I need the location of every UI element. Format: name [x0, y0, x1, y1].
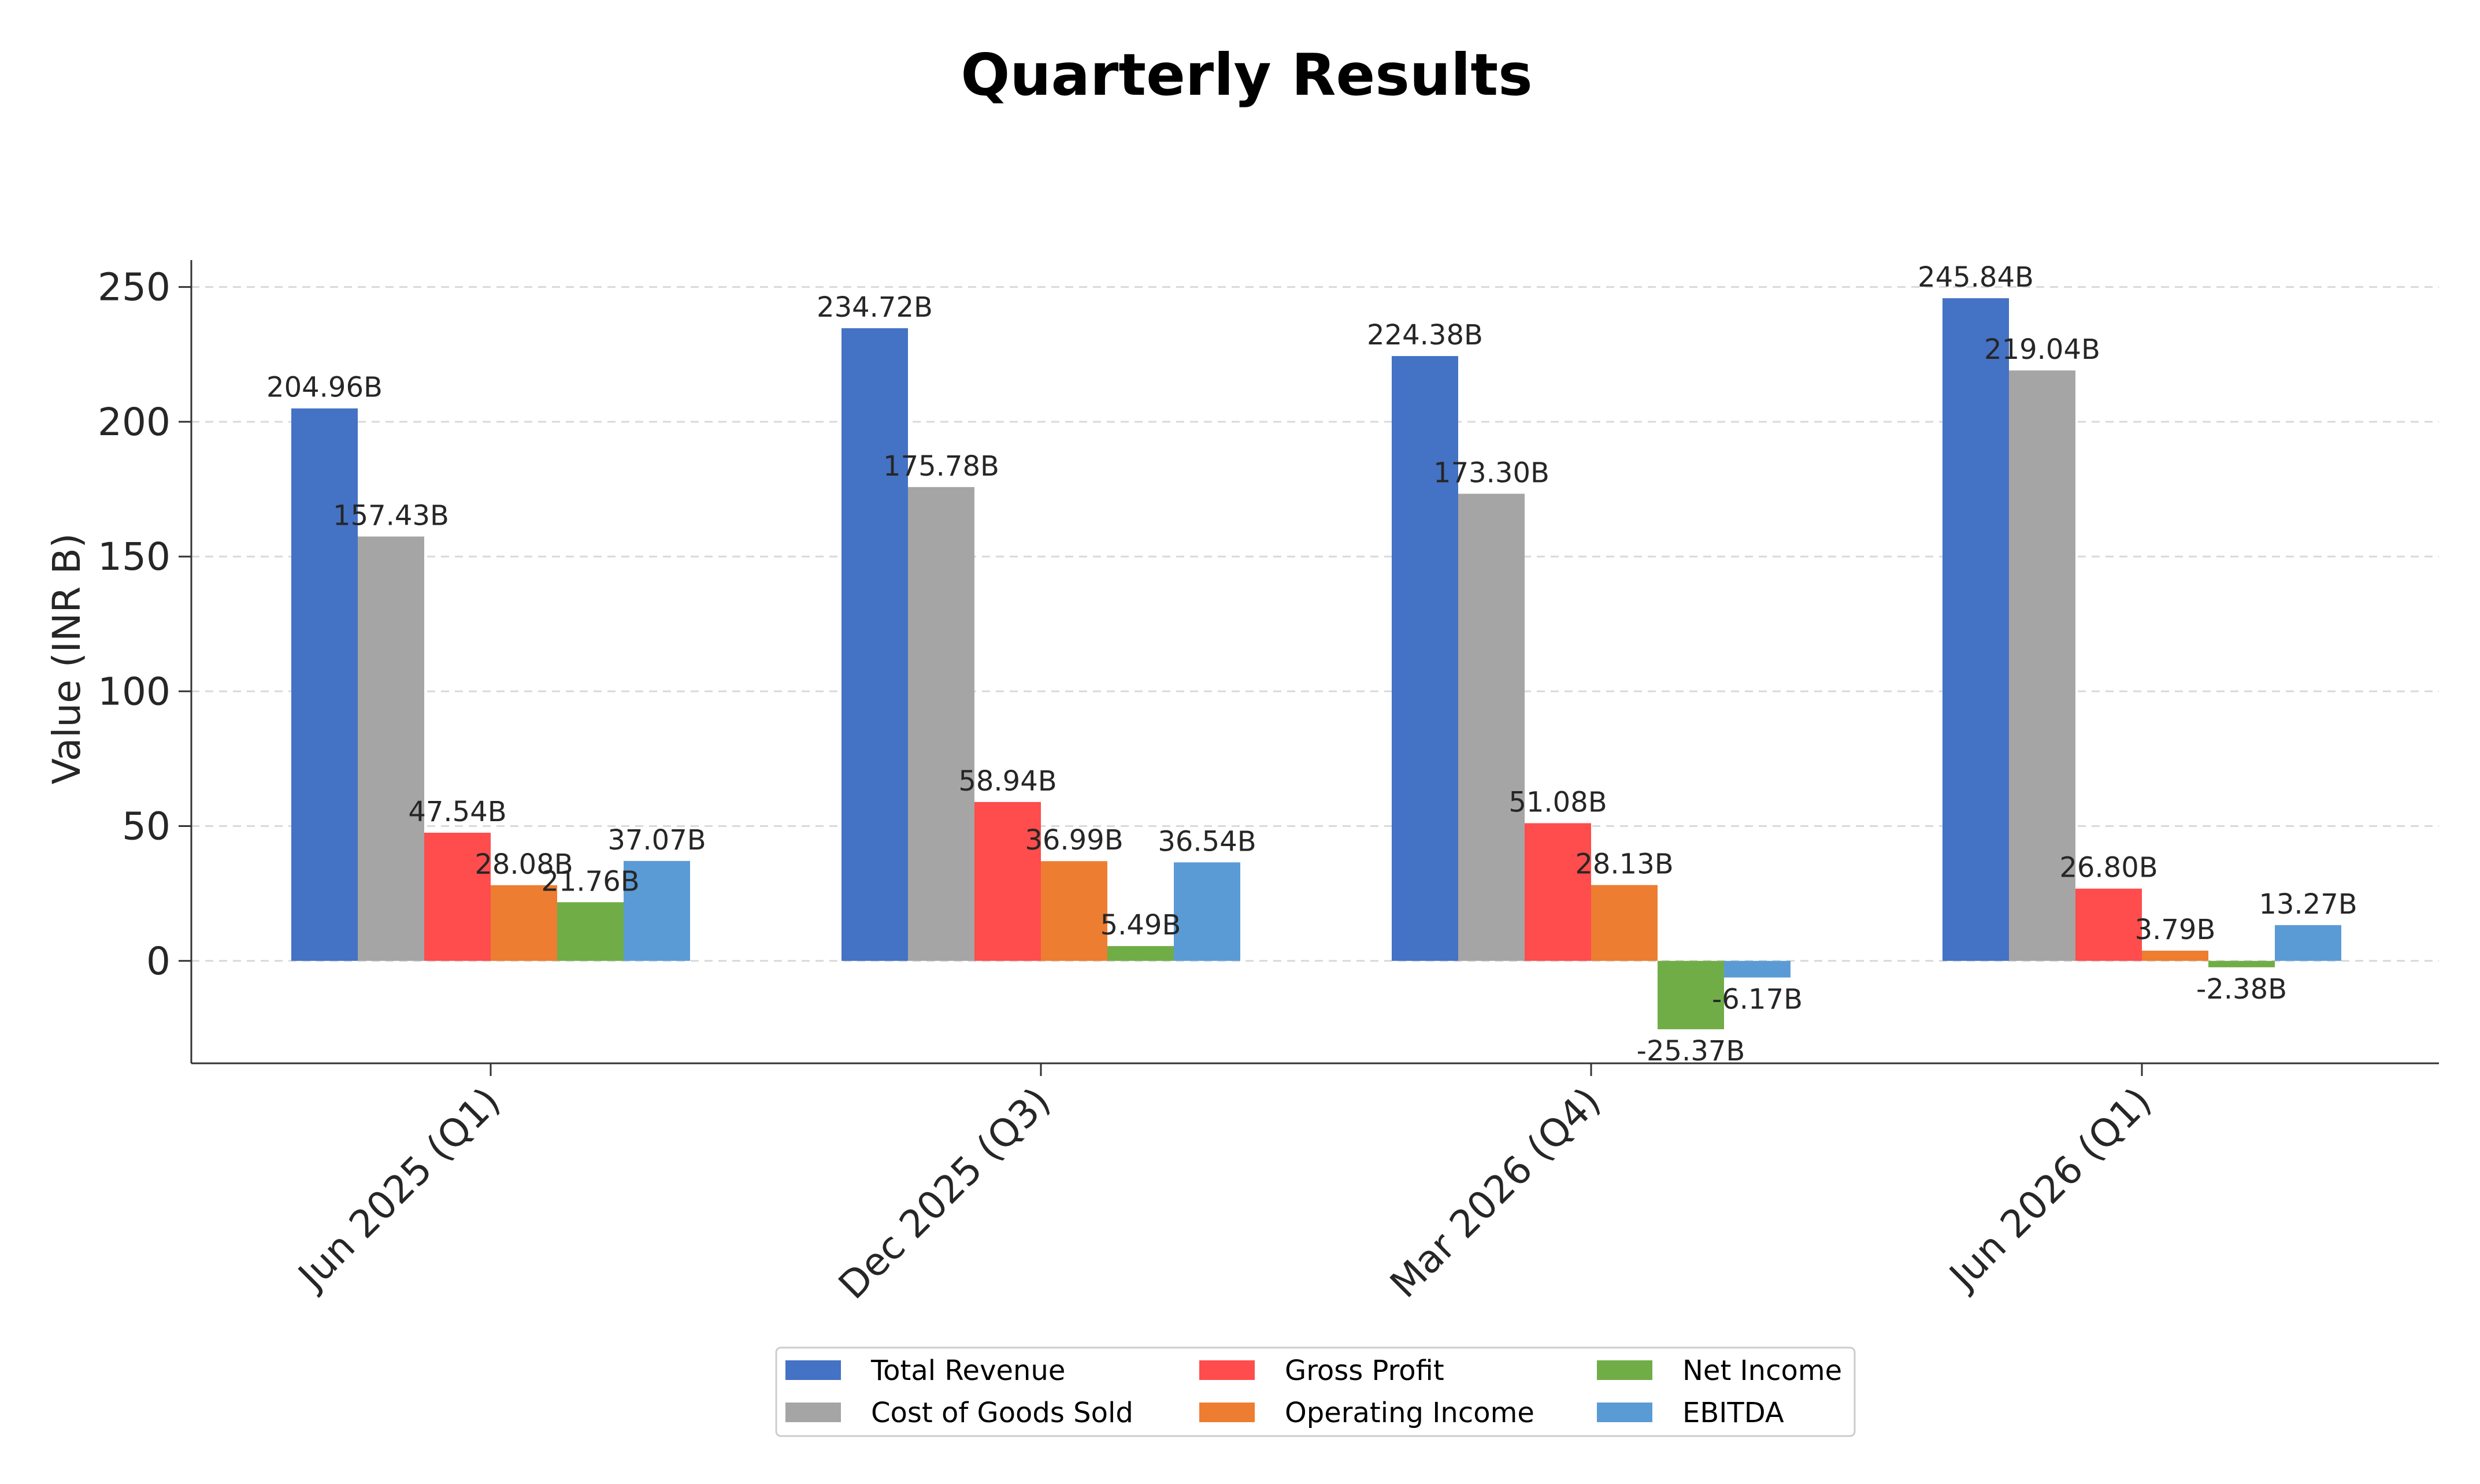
- data-label: 204.96B: [266, 372, 383, 404]
- x-tick-label: Mar 2026 (Q4): [1382, 1079, 1610, 1307]
- data-label: 173.30B: [1433, 457, 1549, 489]
- data-label: 5.49B: [1100, 909, 1181, 941]
- y-tick-label: 100: [98, 669, 170, 714]
- legend-swatch: [1597, 1403, 1652, 1422]
- data-label: 224.38B: [1367, 319, 1483, 351]
- y-tick-label: 50: [122, 804, 170, 849]
- bar: [1658, 960, 1724, 1030]
- data-label: 13.27B: [2259, 888, 2357, 921]
- chart-title: Quarterly Results: [961, 41, 1532, 109]
- bar: [2075, 888, 2142, 961]
- data-label: 26.80B: [2059, 852, 2158, 884]
- y-tick-label: 250: [98, 265, 170, 310]
- bar: [1591, 885, 1658, 961]
- bar: [491, 885, 557, 961]
- data-label: 51.08B: [1508, 786, 1607, 818]
- data-label: 47.54B: [408, 796, 506, 828]
- bar: [1174, 862, 1240, 961]
- x-axis-ticks: Jun 2025 (Q1) Dec 2025 (Q3) Mar 2026 (Q4) J…: [288, 1063, 2160, 1308]
- bar: [1107, 946, 1174, 961]
- legend-label: Gross Profit: [1285, 1355, 1444, 1387]
- y-axis-ticks: 0 50 100 150 200 250: [98, 265, 191, 984]
- legend-swatch: [1199, 1403, 1255, 1422]
- data-label: 36.54B: [1158, 825, 1256, 858]
- bar: [908, 487, 974, 961]
- bar: [2208, 960, 2275, 967]
- data-label: 21.76B: [541, 865, 639, 897]
- bar: [1458, 494, 1525, 961]
- bar: [1943, 298, 2009, 961]
- data-label: 245.84B: [1918, 261, 2034, 294]
- bar: [2142, 951, 2208, 961]
- legend-label: EBITDA: [1682, 1397, 1784, 1429]
- legend-label: Net Income: [1682, 1355, 1842, 1387]
- data-label: 3.79B: [2135, 914, 2216, 946]
- y-tick-label: 150: [98, 535, 170, 579]
- data-label: 37.07B: [607, 824, 706, 856]
- legend-swatch: [785, 1360, 841, 1380]
- bar: [358, 536, 424, 961]
- y-tick-label: 0: [146, 939, 170, 984]
- bar: [2275, 925, 2341, 961]
- data-label: 36.99B: [1025, 824, 1123, 856]
- bar: [1525, 823, 1591, 961]
- legend-label: Total Revenue: [870, 1355, 1065, 1387]
- data-label: 58.94B: [958, 765, 1056, 797]
- data-label: -2.38B: [2196, 973, 2287, 1006]
- data-label: 234.72B: [817, 291, 933, 324]
- bar: [424, 833, 491, 961]
- legend-swatch: [1597, 1360, 1652, 1380]
- data-label: 175.78B: [883, 450, 999, 483]
- legend: Total Revenue Cost of Goods Sold Gross Pro…: [775, 1346, 1856, 1437]
- data-label: 28.08B: [475, 848, 573, 881]
- x-tick-label: Dec 2025 (Q3): [830, 1079, 1059, 1308]
- x-tick-label: Jun 2025 (Q1): [288, 1079, 509, 1299]
- bar: [2009, 370, 2075, 961]
- bar: [1392, 356, 1458, 961]
- bar: [1041, 861, 1107, 961]
- legend-label: Cost of Goods Sold: [871, 1397, 1133, 1429]
- data-label: 157.43B: [333, 499, 449, 532]
- data-label: -6.17B: [1712, 984, 1803, 1016]
- bar: [1724, 960, 1791, 978]
- bars: [291, 298, 2341, 1030]
- bar: [842, 328, 908, 961]
- legend-swatch: [1199, 1360, 1255, 1380]
- legend-label: Operating Income: [1285, 1397, 1534, 1429]
- bar: [557, 902, 624, 961]
- bar: [624, 860, 690, 961]
- legend-box: [775, 1346, 1856, 1437]
- y-axis-label: Value (INR B): [45, 533, 89, 785]
- legend-swatch: [785, 1403, 841, 1422]
- y-tick-label: 200: [98, 400, 170, 444]
- data-label: 219.04B: [1984, 333, 2100, 366]
- axes: [190, 260, 2439, 1064]
- data-label: 28.13B: [1575, 848, 1673, 881]
- x-tick-label: Jun 2026 (Q1): [1940, 1079, 2160, 1299]
- data-labels: 204.96B 234.72B 224.38B 245.84B 157.43B 175.7…: [266, 261, 2357, 1067]
- bar: [974, 802, 1041, 961]
- bar: [291, 408, 358, 961]
- data-label: -25.37B: [1637, 1035, 1745, 1067]
